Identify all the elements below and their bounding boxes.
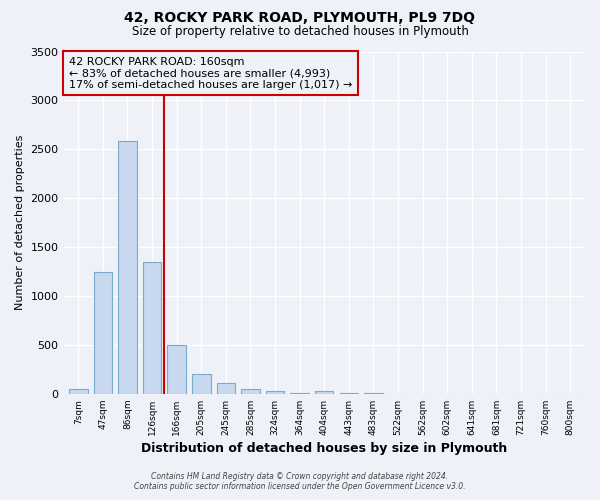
Bar <box>241 389 260 394</box>
Bar <box>266 391 284 394</box>
Bar <box>69 389 88 394</box>
Text: 42, ROCKY PARK ROAD, PLYMOUTH, PL9 7DQ: 42, ROCKY PARK ROAD, PLYMOUTH, PL9 7DQ <box>125 12 476 26</box>
Bar <box>192 374 211 394</box>
Bar <box>167 345 186 394</box>
X-axis label: Distribution of detached houses by size in Plymouth: Distribution of detached houses by size … <box>141 442 508 455</box>
Y-axis label: Number of detached properties: Number of detached properties <box>15 135 25 310</box>
Bar <box>315 391 334 394</box>
Text: Contains HM Land Registry data © Crown copyright and database right 2024.
Contai: Contains HM Land Registry data © Crown c… <box>134 472 466 491</box>
Bar <box>217 383 235 394</box>
Bar <box>94 272 112 394</box>
Bar <box>143 262 161 394</box>
Text: Size of property relative to detached houses in Plymouth: Size of property relative to detached ho… <box>131 25 469 38</box>
Text: 42 ROCKY PARK ROAD: 160sqm
← 83% of detached houses are smaller (4,993)
17% of s: 42 ROCKY PARK ROAD: 160sqm ← 83% of deta… <box>69 56 352 90</box>
Bar <box>118 142 137 394</box>
